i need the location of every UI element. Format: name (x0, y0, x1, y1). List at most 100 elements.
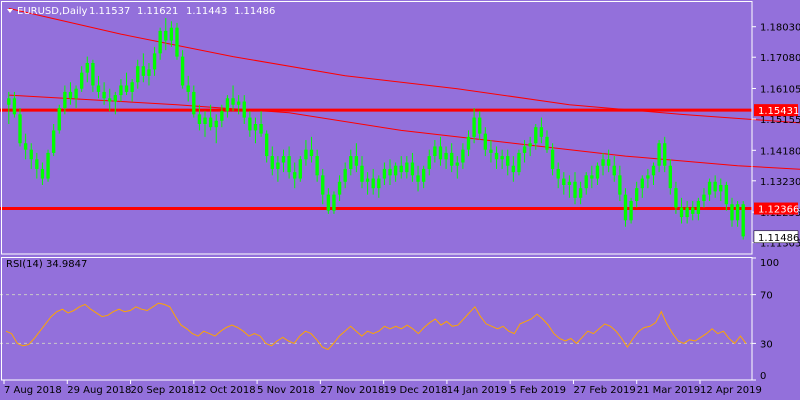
candle-body (439, 146, 442, 159)
candle-body (629, 201, 632, 220)
candle (517, 150, 520, 176)
candle (332, 191, 335, 213)
candle-body (349, 156, 352, 169)
candle-body (35, 159, 38, 169)
candle-body (528, 143, 531, 146)
candle-body (287, 156, 290, 172)
candle-body (181, 57, 184, 86)
candle-body (484, 134, 487, 150)
candle-body (523, 146, 526, 152)
candle-body (512, 166, 515, 172)
candle-body (613, 166, 616, 176)
x-tick-label: 21 Mar 2019 (637, 385, 700, 396)
candle-body (562, 179, 565, 185)
candle-body (7, 98, 10, 104)
candle-body (400, 166, 403, 172)
candle-body (394, 166, 397, 176)
candle-body (590, 175, 593, 178)
candle-body (248, 118, 251, 131)
candle-body (697, 201, 700, 214)
y-tick-label: 1.14180 (760, 146, 800, 157)
candle-body (652, 166, 655, 176)
candle-body (108, 98, 111, 101)
candle-body (304, 150, 307, 160)
candle-body (175, 28, 178, 57)
candle-body (187, 85, 190, 91)
candle-body (579, 188, 582, 198)
x-tick-label: 19 Dec 2018 (384, 385, 448, 396)
candle-body (680, 207, 683, 217)
candle-body (271, 156, 274, 169)
candle-body (674, 188, 677, 207)
candle-body (355, 156, 358, 166)
candle-body (343, 169, 346, 182)
candle-body (730, 204, 733, 220)
candle-body (147, 69, 150, 75)
candle (175, 23, 178, 60)
candle-body (321, 175, 324, 194)
candle-body (601, 159, 604, 165)
candle-body (596, 166, 599, 179)
candle-body (170, 28, 173, 41)
candle-body (573, 182, 576, 198)
candle-body (74, 89, 77, 99)
candle-body (293, 172, 296, 178)
x-tick-label: 29 Aug 2018 (67, 385, 131, 396)
candle-body (192, 92, 195, 114)
candle-body (416, 175, 419, 181)
candle (629, 198, 632, 224)
candle-body (450, 153, 453, 166)
candle-body (669, 166, 672, 188)
candle-body (646, 175, 649, 178)
candle-body (254, 124, 257, 130)
candle-body (702, 195, 705, 201)
candle-body (158, 31, 161, 53)
candle-body (209, 118, 212, 128)
x-tick-label: 5 Nov 2018 (257, 385, 315, 396)
candle-body (327, 195, 330, 211)
candle-body (231, 98, 234, 104)
candle-body (495, 153, 498, 159)
candle-body (164, 31, 167, 41)
candle-body (30, 150, 33, 160)
candle-body (299, 159, 302, 178)
level-price-label: 1.12366 (758, 205, 799, 216)
candle-body (24, 143, 27, 149)
y-tick-label: 1.16105 (760, 85, 800, 96)
y-tick-label: 1.17080 (760, 53, 800, 64)
candle-body (713, 182, 716, 192)
chart-title: EURUSD,Daily (17, 6, 88, 17)
candle-body (657, 143, 660, 165)
rsi-y-tick-label: 70 (760, 291, 773, 302)
candle-body (91, 63, 94, 85)
candle-body (444, 153, 447, 159)
candle-body (663, 143, 666, 165)
candle-body (411, 163, 414, 176)
candle-body (310, 150, 313, 156)
candle-body (198, 114, 201, 124)
candle-body (13, 98, 16, 114)
candle-body (540, 127, 543, 137)
level-price-label: 1.15431 (758, 106, 799, 117)
candle-body (332, 195, 335, 211)
candle-body (130, 82, 133, 92)
candle-body (282, 156, 285, 162)
candle-body (315, 156, 318, 175)
candle (742, 201, 745, 240)
x-tick-label: 12 Apr 2019 (700, 385, 762, 396)
candle-body (456, 163, 459, 166)
candle (299, 156, 302, 182)
y-tick-label: 1.18030 (760, 23, 800, 34)
candle-body (69, 92, 72, 98)
candle-body (372, 179, 375, 189)
candle-body (215, 121, 218, 127)
candle-body (641, 179, 644, 189)
x-tick-label: 27 Feb 2019 (573, 385, 635, 396)
candle-body (585, 175, 588, 188)
current-price-label: 1.11486 (758, 233, 799, 244)
candle-body (517, 153, 520, 172)
rsi-y-tick-label: 100 (760, 258, 779, 269)
